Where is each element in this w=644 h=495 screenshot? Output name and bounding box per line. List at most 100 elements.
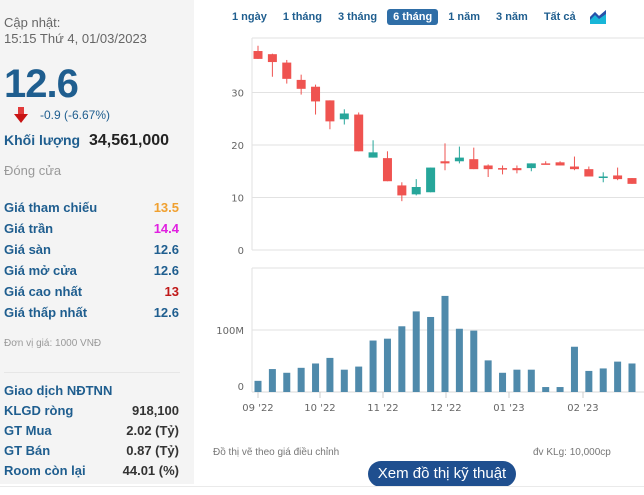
stat-value: 12.6 — [153, 242, 179, 257]
stat-value: 13.5 — [153, 200, 179, 215]
volume-bar — [297, 367, 305, 392]
tab-all[interactable]: Tất cả — [543, 11, 576, 23]
stat-row: Giá tham chiếu 13.5 — [4, 200, 179, 221]
volume-bar — [542, 387, 550, 392]
foreign-label: GT Bán — [4, 443, 51, 458]
stat-value: 12.6 — [153, 305, 179, 320]
stat-label: Giá cao nhất — [4, 284, 83, 299]
volume-bar — [254, 380, 262, 392]
volume-bar — [441, 295, 449, 392]
candlestick — [454, 146, 464, 164]
down-arrow-icon — [14, 107, 28, 123]
price-change-row: -0.9 (-6.67%) — [14, 107, 110, 123]
stat-label: Giá mở cửa — [4, 263, 77, 278]
candlestick — [613, 167, 623, 181]
svg-text:02 '23: 02 '23 — [567, 403, 598, 414]
candlestick — [311, 84, 321, 115]
candlestick — [555, 161, 565, 166]
candlestick — [354, 112, 364, 152]
price-stats: Giá tham chiếu 13.5 Giá trần 14.4 Giá sàn 1… — [4, 200, 179, 326]
foreign-label: KLGD ròng — [4, 403, 74, 418]
stat-value: 12.6 — [153, 263, 179, 278]
volume-bar — [268, 369, 276, 392]
candlestick — [598, 172, 608, 183]
volume-bar — [513, 369, 521, 392]
candlestick — [339, 109, 349, 125]
volume-bar — [484, 360, 492, 392]
candlestick — [296, 74, 306, 95]
stat-label: Giá trần — [4, 221, 54, 236]
foreign-row: GT Mua 2.02 (Tỷ) — [4, 421, 179, 441]
update-time: 15:15 Thứ 4, 01/03/2023 — [4, 31, 147, 46]
volume-value: 34,561,000 — [89, 132, 170, 149]
stat-value: 14.4 — [153, 221, 179, 236]
tab-3-years[interactable]: 3 năm — [496, 11, 528, 23]
stat-row: Giá trần 14.4 — [4, 221, 179, 242]
tab-6-months[interactable]: 6 tháng — [387, 9, 439, 25]
stat-label: Giá thấp nhất — [4, 305, 88, 320]
tab-1-day[interactable]: 1 ngày — [232, 11, 267, 23]
volume-unit-note: đv KLg: 10,000cp — [533, 447, 611, 458]
volume-bar — [570, 346, 578, 392]
foreign-row: KLGD ròng 918,100 — [4, 401, 179, 421]
price-change: -0.9 (-6.67%) — [40, 108, 111, 122]
volume-bar — [585, 370, 593, 392]
divider — [4, 372, 180, 373]
candlestick — [253, 45, 263, 59]
volume-bar — [427, 316, 435, 392]
candlestick — [483, 164, 493, 178]
svg-text:10: 10 — [231, 194, 244, 205]
svg-text:09 '22: 09 '22 — [242, 403, 273, 414]
candlestick — [569, 156, 579, 171]
stat-value: 13 — [164, 284, 179, 299]
stock-chart: 0 10 20 30 0 100M 09 '22 10 '22 11 '22 12 '22 01 '… — [216, 37, 644, 414]
foreign-row: GT Bán 0.87 (Tỷ) — [4, 441, 179, 461]
volume-bar — [312, 363, 320, 392]
volume-bar — [383, 338, 391, 392]
foreign-trading: Giao dịch NĐTNN KLGD ròng 918,100 GT Mua 2… — [4, 380, 179, 481]
volume-bar — [628, 363, 636, 392]
candlestick — [512, 165, 522, 174]
stat-row: Giá sàn 12.6 — [4, 242, 179, 263]
foreign-value: 0.87 (Tỷ) — [126, 443, 179, 458]
svg-text:12 '22: 12 '22 — [430, 403, 461, 414]
candlestick — [440, 143, 450, 171]
volume-bar — [398, 326, 406, 392]
foreign-label: Room còn lại — [4, 463, 86, 478]
candlestick — [267, 53, 277, 77]
update-label: Cập nhật: — [4, 15, 61, 30]
tab-1-year[interactable]: 1 năm — [448, 11, 481, 23]
candlestick — [397, 182, 407, 202]
volume-bar — [499, 372, 507, 392]
technical-chart-button[interactable]: Xem đồ thị kỹ thuật — [368, 461, 516, 487]
candlestick — [584, 166, 594, 177]
bottom-divider — [0, 486, 644, 487]
foreign-row: Room còn lại 44.01 (%) — [4, 461, 179, 481]
session-status: Đóng cửa — [4, 163, 62, 178]
svg-text:20: 20 — [231, 141, 244, 152]
candlestick — [368, 140, 378, 158]
tab-1-month[interactable]: 1 tháng — [282, 11, 322, 23]
svg-text:0: 0 — [238, 246, 244, 257]
volume-bar — [455, 328, 463, 392]
volume-bar — [340, 369, 348, 392]
candlestick — [411, 179, 421, 196]
volume-bar — [369, 340, 377, 392]
volume-row: Khối lượng 34,561,000 — [4, 132, 184, 150]
tab-3-months[interactable]: 3 tháng — [337, 11, 378, 23]
stat-row: Giá cao nhất 13 — [4, 284, 179, 305]
candlestick — [426, 167, 436, 193]
update-info: Cập nhật: 15:15 Thứ 4, 01/03/2023 — [4, 15, 147, 47]
foreign-value: 918,100 — [132, 403, 179, 418]
stat-label: Giá tham chiếu — [4, 200, 98, 215]
foreign-value: 44.01 (%) — [122, 463, 179, 478]
area-chart-icon[interactable] — [589, 10, 606, 24]
candlestick — [526, 163, 536, 172]
svg-text:01 '23: 01 '23 — [493, 403, 524, 414]
svg-text:10 '22: 10 '22 — [304, 403, 335, 414]
volume-bar — [527, 369, 535, 392]
candlestick — [325, 100, 335, 130]
stat-row: Giá thấp nhất 12.6 — [4, 305, 179, 326]
volume-bar — [283, 372, 291, 392]
stat-label: Giá sàn — [4, 242, 51, 257]
